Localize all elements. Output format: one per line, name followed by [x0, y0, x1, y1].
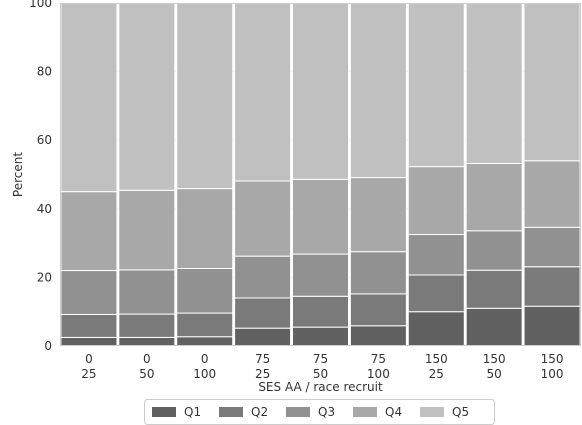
- x-tick-label: 25: [81, 367, 96, 381]
- bar-segment-q1: [465, 307, 523, 347]
- x-tick-label: 100: [367, 367, 390, 381]
- legend-label: Q5: [452, 405, 469, 419]
- legend-item: Q1: [152, 405, 201, 419]
- bar-segment-q2: [523, 266, 581, 307]
- legend-swatch: [286, 407, 310, 417]
- y-tick-label: 60: [37, 133, 52, 147]
- bar-segment-q3: [118, 269, 176, 315]
- y-tick-label: 80: [37, 65, 52, 79]
- bar-segment-q5: [465, 2, 523, 165]
- bar-segment-q1: [60, 336, 118, 347]
- y-axis-label: Percent: [11, 152, 25, 197]
- x-tick-label: 150: [541, 352, 564, 366]
- legend-item: Q3: [286, 405, 335, 419]
- legend-item: Q5: [420, 405, 469, 419]
- x-tick-label: 0: [201, 352, 209, 366]
- bar-segment-q4: [118, 189, 176, 271]
- bar-segment-q4: [407, 166, 465, 236]
- bar-segment-q2: [234, 297, 292, 329]
- x-tick-label: 150: [483, 352, 506, 366]
- legend-swatch: [219, 407, 243, 417]
- bar-segment-q3: [60, 270, 118, 315]
- bar-segment-q5: [292, 2, 349, 180]
- bars: [60, 2, 581, 347]
- x-tick-label: 75: [313, 352, 328, 366]
- bar-segment-q4: [465, 163, 523, 232]
- bar-segment-q2: [349, 293, 407, 327]
- bar-segment-q5: [349, 2, 407, 179]
- legend-swatch: [353, 407, 377, 417]
- y-axis-ticks: 0 20 40 60 80 100: [29, 0, 52, 353]
- bar-segment-q4: [292, 178, 349, 255]
- bar-segment-q2: [60, 313, 118, 338]
- bar-segment-q2: [465, 269, 523, 309]
- legend-label: Q2: [251, 405, 268, 419]
- x-tick-label: 150: [425, 352, 448, 366]
- x-tick-label: 25: [255, 367, 270, 381]
- bar-segment-q3: [407, 234, 465, 276]
- legend: Q1 Q2 Q3 Q4 Q5: [144, 399, 495, 425]
- bar-segment-q5: [118, 2, 176, 191]
- y-tick-label: 0: [44, 339, 52, 353]
- plot-frame: [60, 3, 581, 346]
- bar-segment-q3: [523, 226, 581, 268]
- x-tick-label: 25: [429, 367, 444, 381]
- bar-segment-q5: [60, 2, 118, 193]
- bar-segment-q4: [176, 188, 234, 269]
- bar-segment-q4: [234, 180, 292, 257]
- bar-segment-q1: [349, 325, 407, 347]
- bar-segment-q3: [176, 267, 234, 314]
- x-tick-label: 0: [85, 352, 93, 366]
- bar-segment-q5: [523, 2, 581, 162]
- x-tick-label: 100: [193, 367, 216, 381]
- bar-segment-q2: [118, 313, 176, 338]
- bar-segment-q1: [407, 311, 465, 347]
- bar-segment-q3: [234, 255, 292, 299]
- legend-item: Q4: [353, 405, 402, 419]
- x-tick-label: 50: [487, 367, 502, 381]
- bar-segment-q1: [292, 326, 349, 347]
- legend-swatch: [420, 407, 444, 417]
- y-tick-label: 100: [29, 0, 52, 10]
- bar-segment-q2: [407, 274, 465, 313]
- x-tick-label: 75: [255, 352, 270, 366]
- bar-segment-q5: [176, 2, 234, 190]
- bar-segment-q4: [349, 177, 407, 253]
- legend-label: Q1: [184, 405, 201, 419]
- y-tick-label: 40: [37, 202, 52, 216]
- legend-label: Q3: [318, 405, 335, 419]
- bar-segment-q2: [292, 295, 349, 328]
- legend-item: Q2: [219, 405, 268, 419]
- bar-segment-q4: [60, 191, 118, 272]
- bar-segment-q1: [234, 327, 292, 347]
- bar-segment-q1: [176, 336, 234, 347]
- bar-segment-q5: [234, 2, 292, 182]
- y-tick-label: 20: [37, 270, 52, 284]
- bar-segment-q3: [465, 230, 523, 271]
- x-tick-label: 50: [313, 367, 328, 381]
- x-tick-label: 0: [143, 352, 151, 366]
- x-tick-label: 100: [541, 367, 564, 381]
- bar-segment-q4: [523, 160, 581, 228]
- x-tick-label: 50: [139, 367, 154, 381]
- legend-label: Q4: [385, 405, 402, 419]
- bar-segment-q3: [292, 253, 349, 297]
- bar-segment-q5: [407, 2, 465, 168]
- bar-segment-q3: [349, 251, 407, 295]
- x-axis-label: SES AA / race recruit: [258, 380, 383, 394]
- x-tick-label: 75: [371, 352, 386, 366]
- bar-segment-q1: [118, 336, 176, 347]
- legend-swatch: [152, 407, 176, 417]
- bar-segment-q1: [523, 305, 581, 347]
- bar-segment-q2: [176, 312, 234, 338]
